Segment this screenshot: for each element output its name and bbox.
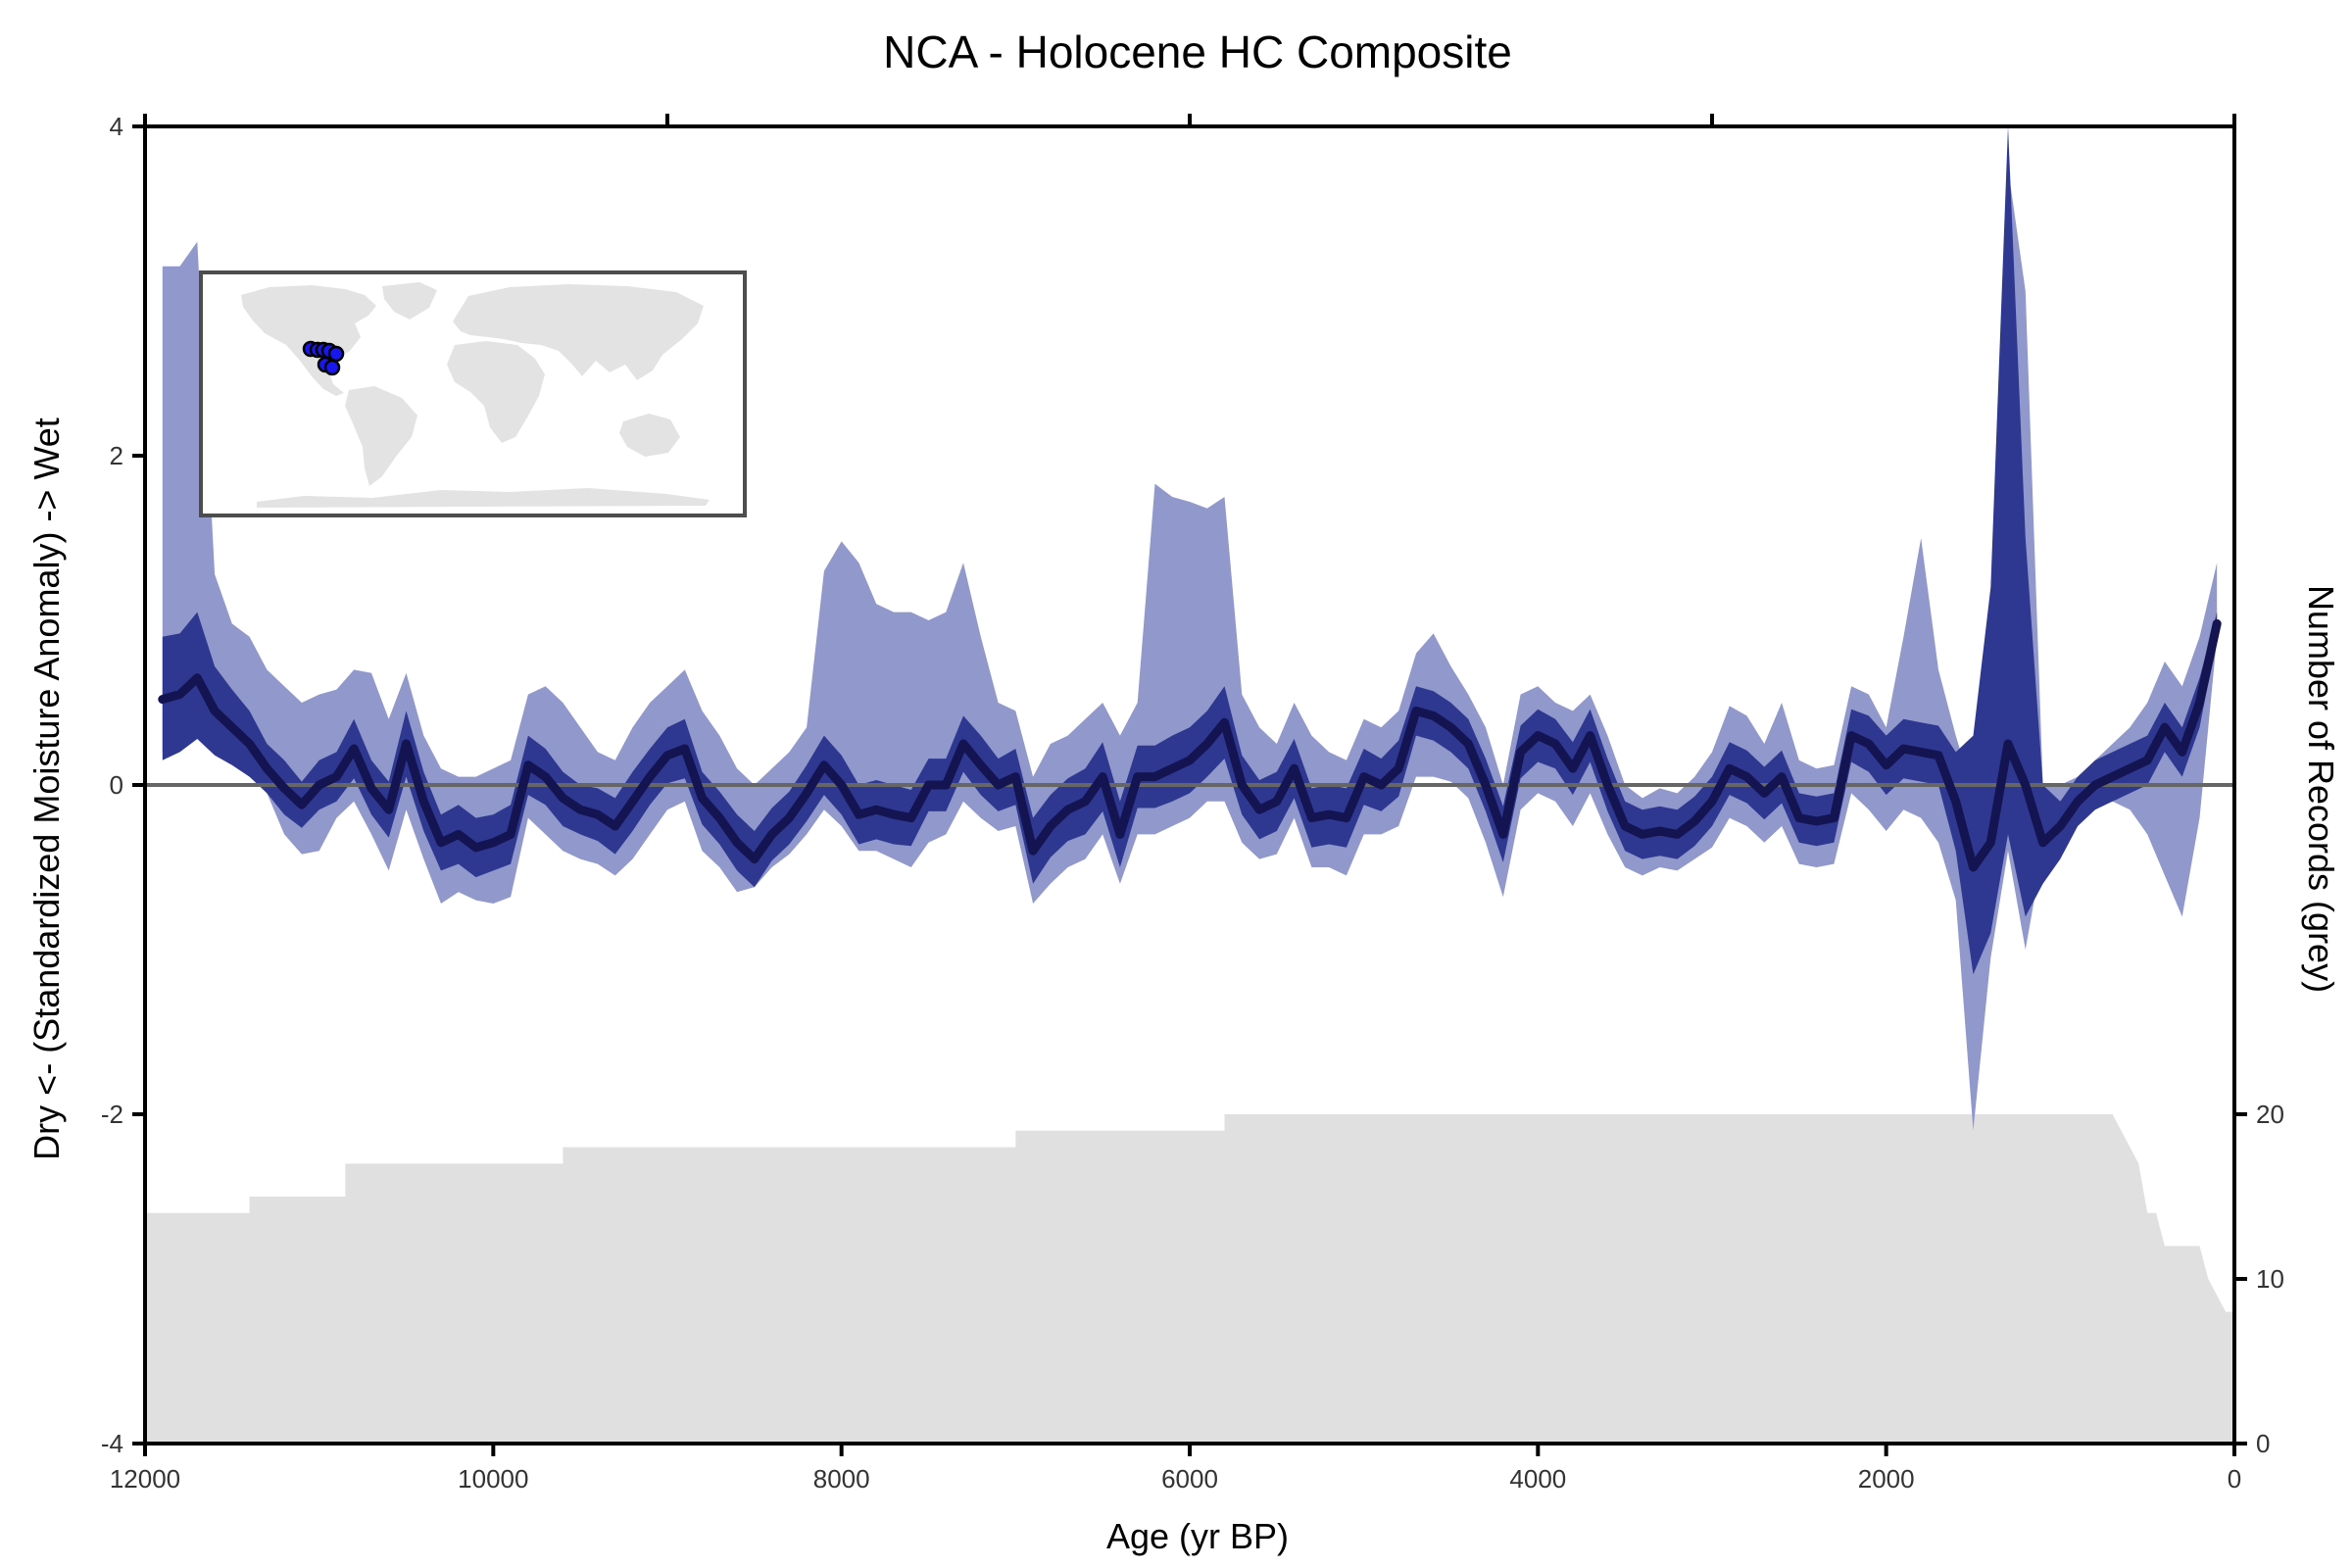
site-marker [327, 345, 345, 363]
median-line-layer [158, 618, 2222, 872]
land-greenland [382, 282, 437, 319]
x-tick-label: 6000 [1161, 1464, 1218, 1494]
chart-title: NCA - Holocene HC Composite [883, 26, 1512, 77]
x-axis-title: Age (yr BP) [1106, 1516, 1289, 1556]
x-tick-label: 0 [2228, 1464, 2241, 1494]
y2-tick-label: 10 [2256, 1264, 2284, 1294]
inset-map [199, 270, 747, 517]
y-tick-label: -4 [101, 1429, 123, 1458]
x-tick-label: 12000 [110, 1464, 180, 1494]
y2-tick-label: 20 [2256, 1100, 2284, 1129]
land-africa [447, 341, 545, 443]
y-tick-label: 0 [110, 770, 123, 800]
land-australia [619, 414, 680, 457]
y2-axis-title: Number of Records (grey) [2301, 585, 2341, 993]
land-south-america [345, 386, 417, 486]
inner-uncertainty-band [162, 126, 2218, 975]
y-tick-label: 4 [110, 112, 123, 141]
site-markers [302, 340, 345, 376]
land-north-america [241, 285, 376, 396]
site-marker [323, 359, 341, 376]
y-axis-title: Dry <- (Standardized Moisture Anomaly) -… [26, 417, 67, 1160]
y-tick-label: -2 [101, 1100, 123, 1129]
outer-uncertainty-band [162, 168, 2218, 1131]
y-tick-label: 2 [110, 441, 123, 470]
median-line [158, 618, 2222, 872]
land-antarctica [257, 488, 710, 508]
y2-tick-label: 0 [2256, 1429, 2270, 1458]
x-tick-label: 2000 [1858, 1464, 1915, 1494]
land-eurasia [453, 284, 704, 380]
records-area-layer [145, 1114, 2234, 1444]
records-area [145, 1114, 2234, 1444]
x-tick-label: 4000 [1509, 1464, 1566, 1494]
x-tick-label: 10000 [458, 1464, 528, 1494]
x-tick-label: 8000 [813, 1464, 870, 1494]
axis-ticks: 12000 10000 8000 6000 4000 2000 0 -4 -2 0 2 4 0 10 20 [101, 112, 2284, 1494]
world-map-land [241, 282, 710, 508]
uncertainty-bands-layer [162, 126, 2218, 1131]
